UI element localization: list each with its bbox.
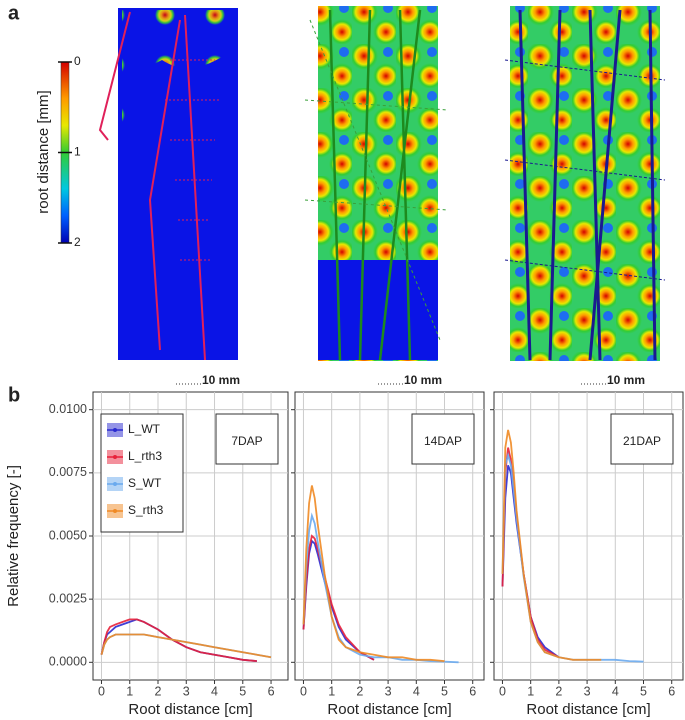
render-21dap [504, 6, 666, 361]
legend-label: S_WT [128, 476, 162, 490]
x-tick-label: 3 [183, 684, 190, 698]
x-tick-label: 5 [441, 684, 448, 698]
x-tick-label: 2 [155, 684, 162, 698]
y-tick-label: 0.0000 [49, 655, 87, 669]
x-tick-label: 3 [385, 684, 392, 698]
series-line [100, 633, 272, 659]
annotation-box [610, 413, 674, 465]
x-tick-label: 0 [300, 684, 307, 698]
x-axis-label: Root distance [cm] [526, 701, 650, 718]
x-tick-label: 0 [499, 684, 506, 698]
x-tick-label: 4 [612, 684, 619, 698]
scale-bar-label: 10 mm [202, 373, 240, 387]
y-tick-label: 0.0075 [49, 465, 87, 479]
x-tick-label: 2 [356, 684, 363, 698]
legend-label: S_rth3 [128, 503, 164, 517]
x-tick-label: 4 [413, 684, 420, 698]
colorbar-tick-label: 0 [74, 54, 81, 68]
annotation: 7DAP [231, 434, 262, 448]
x-tick-label: 1 [126, 684, 133, 698]
y-tick-label: 0.0050 [49, 528, 87, 542]
y-tick-label: 0.0025 [49, 591, 87, 605]
x-tick-label: 5 [640, 684, 647, 698]
x-tick-label: 6 [668, 684, 675, 698]
x-tick-label: 6 [469, 684, 476, 698]
panel-label: b [8, 384, 20, 406]
annotation: 14DAP [424, 434, 462, 448]
x-tick-label: 5 [239, 684, 246, 698]
series-line [302, 485, 445, 662]
x-tick-label: 3 [584, 684, 591, 698]
scale-bars: 10 mm 10 mm 10 mm [176, 373, 645, 387]
scale-bar-label: 10 mm [607, 373, 645, 387]
x-tick-label: 1 [527, 684, 534, 698]
legend-dot [113, 428, 117, 432]
x-axis-label: Root distance [cm] [327, 701, 451, 718]
panel-label: a [8, 2, 20, 24]
legend-dot [113, 455, 117, 459]
x-tick-label: 0 [98, 684, 105, 698]
legend-label: L_WT [128, 422, 161, 436]
x-axis-label: Root distance [cm] [128, 701, 252, 718]
annotation: 21DAP [623, 434, 661, 448]
y-tick-label: 0.0100 [49, 402, 87, 416]
series-line [501, 429, 602, 661]
colorbar-title: root distance [mm] [35, 90, 52, 213]
x-tick-label: 2 [555, 684, 562, 698]
render-7dap [98, 8, 238, 361]
x-tick-label: 4 [211, 684, 218, 698]
legend-label: L_rth3 [128, 449, 162, 463]
render-14dap [304, 6, 449, 361]
y-axis-label: Relative frequency [-] [5, 465, 22, 607]
annotation-box [215, 413, 279, 465]
scale-bar-label: 10 mm [404, 373, 442, 387]
colorbar-tick-label: 1 [74, 145, 81, 159]
colorbar-tick-label: 2 [74, 235, 81, 249]
legend-dot [113, 482, 117, 486]
legend-dot [113, 509, 117, 513]
series-line [100, 618, 257, 662]
x-tick-label: 1 [328, 684, 335, 698]
annotation-box [411, 413, 475, 465]
x-tick-label: 6 [268, 684, 275, 698]
